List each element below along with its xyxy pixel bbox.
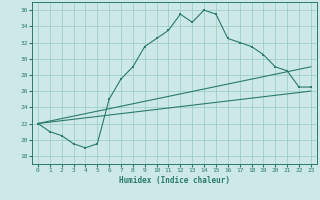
X-axis label: Humidex (Indice chaleur): Humidex (Indice chaleur): [119, 176, 230, 185]
